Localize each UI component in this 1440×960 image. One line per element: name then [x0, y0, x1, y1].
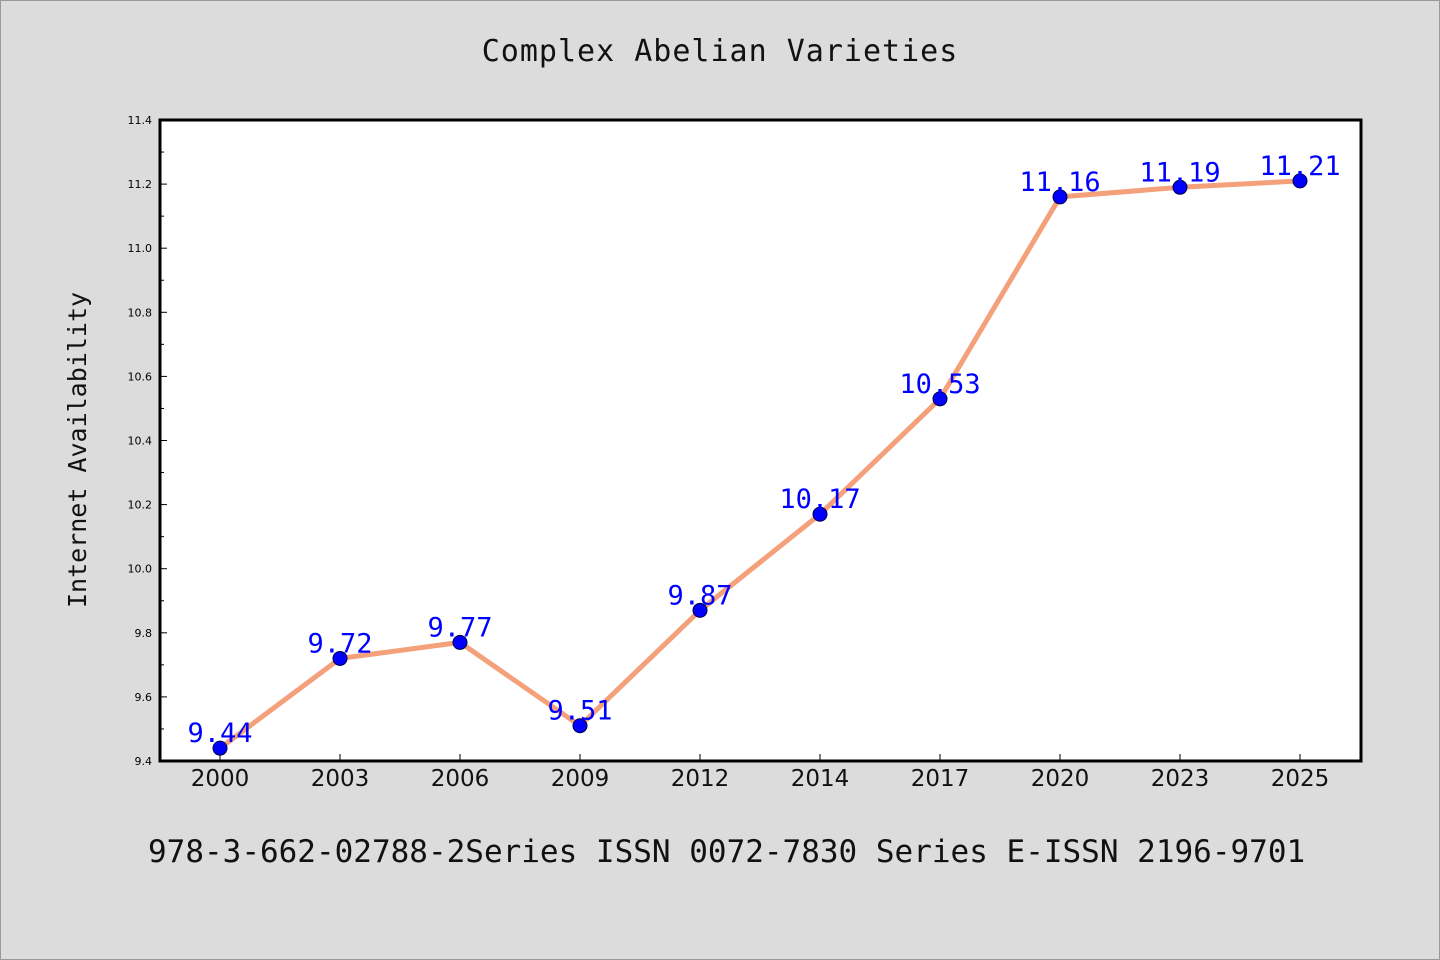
x-tick-label: 2012: [671, 766, 730, 792]
x-tick-label: 2025: [1271, 766, 1330, 792]
data-label: 11.19: [1139, 157, 1220, 188]
x-axis: 2000 2003 2006 2009 2012 2014 2017 2020 2023 2025: [191, 754, 1330, 792]
data-label: 10.17: [779, 484, 860, 515]
data-point: [692, 602, 708, 618]
x-tick-label: 2023: [1151, 766, 1210, 792]
y-axis-label: Internet Availability: [63, 292, 92, 608]
data-point: [932, 391, 948, 407]
x-tick-label: 2009: [551, 766, 610, 792]
data-point: [1292, 173, 1308, 189]
data-labels: 9.44 9.72 9.77 9.51 9.87 10.17 10.53 11.16 11.19…: [187, 151, 1340, 749]
data-point: [452, 634, 468, 650]
data-label: 10.53: [899, 369, 980, 400]
series-line: [218, 178, 1301, 751]
x-tick-label: 2000: [191, 766, 250, 792]
data-label: 11.16: [1019, 167, 1100, 198]
x-tick-label: 2006: [431, 766, 490, 792]
data-point: [812, 506, 828, 522]
data-point: [1172, 179, 1188, 195]
y-tick-label: 9.6: [135, 691, 153, 704]
data-point: [572, 718, 588, 734]
y-tick-label: 10.2: [128, 499, 153, 512]
data-point: [1052, 189, 1068, 205]
data-label: 9.87: [667, 580, 732, 611]
x-tick-label: 2003: [311, 766, 370, 792]
series-markers: [212, 173, 1308, 756]
data-label: 9.72: [307, 628, 372, 659]
y-tick-label: 10.0: [128, 563, 153, 576]
y-tick-label: 9.4: [135, 755, 153, 768]
y-tick-label: 10.4: [128, 435, 153, 448]
data-point: [212, 740, 228, 756]
y-tick-label: 11.2: [128, 178, 153, 191]
data-point: [332, 650, 348, 666]
data-label: 9.51: [547, 696, 612, 727]
y-tick-label: 11.0: [128, 242, 153, 255]
chart-title: Complex Abelian Varieties: [481, 34, 959, 69]
data-label: 9.77: [427, 612, 492, 643]
isbn-issn-caption: 978-3-662-02788-2Series ISSN 0072-7830 S…: [148, 834, 1306, 870]
y-tick-label: 9.8: [135, 627, 153, 640]
y-axis: 9.4 9.6 9.8 10.0 10.2 10.4 10.6 10.8 11.0 11.2 11.…: [128, 114, 167, 768]
y-tick-label: 11.4: [128, 114, 153, 127]
data-label: 11.21: [1259, 151, 1340, 182]
x-tick-label: 2020: [1031, 766, 1090, 792]
y-tick-label: 10.6: [128, 370, 153, 383]
data-label: 9.44: [187, 718, 252, 749]
y-tick-label: 10.8: [128, 306, 153, 319]
x-tick-label: 2014: [791, 766, 850, 792]
x-tick-label: 2017: [911, 766, 970, 792]
